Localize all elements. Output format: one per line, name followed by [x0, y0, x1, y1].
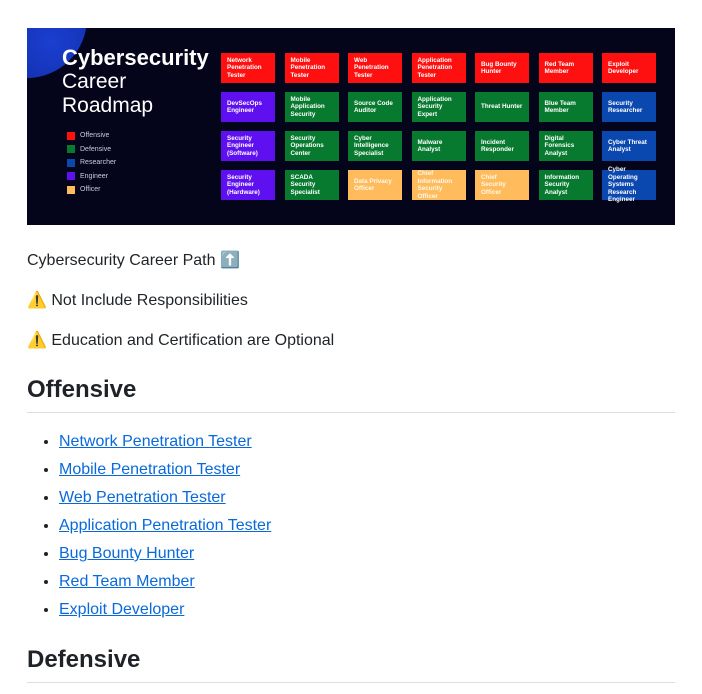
career-tile: Exploit Developer: [602, 53, 656, 83]
heading-offensive: Offensive: [27, 376, 675, 413]
intro-text: Not Include Responsibilities: [51, 292, 248, 309]
list-item: Network Penetration Tester: [59, 428, 271, 456]
career-tile: Chief Information Security Officer: [411, 170, 466, 200]
roadmap-banner-image: Cybersecurity Career Roadmap Offensive De…: [27, 28, 675, 225]
career-tile: Information Security Analyst: [538, 170, 593, 200]
list-item: Exploit Developer: [59, 596, 271, 624]
offensive-list: Network Penetration Tester Mobile Penetra…: [27, 428, 271, 624]
career-tile: Source Code Auditor: [348, 92, 402, 122]
legend-item: Officer: [67, 183, 116, 197]
list-item: Red Team Member: [59, 568, 271, 596]
legend-item: Defensive: [67, 143, 116, 157]
legend-item: Researcher: [67, 156, 116, 170]
career-tile: Web Penetration Tester: [348, 53, 402, 83]
career-tile: Red Team Member: [538, 53, 593, 83]
legend-item: Offensive: [67, 129, 116, 143]
list-item: Web Penetration Tester: [59, 484, 271, 512]
banner-title: Cybersecurity Career Roadmap: [62, 46, 209, 118]
legend-label: Officer: [80, 186, 101, 194]
career-tile: Application Penetration Tester: [411, 53, 466, 83]
banner-title-line2: Career: [62, 70, 127, 93]
career-link[interactable]: Bug Bounty Hunter: [59, 545, 195, 562]
warning-icon: ⚠️: [27, 332, 47, 349]
career-tile: Application Security Expert: [411, 92, 466, 122]
career-tile: Mobile Application Security: [284, 92, 339, 122]
list-item: Application Penetration Tester: [59, 512, 271, 540]
intro-line-3: ⚠️ Education and Certification are Optio…: [27, 330, 334, 350]
readme-content: Cybersecurity Career Roadmap Offensive De…: [27, 28, 675, 683]
career-link[interactable]: Exploit Developer: [59, 601, 185, 618]
career-tile: Mobile Penetration Tester: [284, 53, 339, 83]
career-tile: Cyber Operating Systems Research Enginee…: [602, 166, 656, 203]
career-tile: DevSecOps Engineer: [221, 92, 275, 122]
career-tile: Security Operations Center: [284, 131, 339, 161]
career-tile: Malware Analyst: [411, 131, 466, 161]
career-tile: Cyber Intelligence Specialist: [348, 131, 402, 161]
career-link[interactable]: Web Penetration Tester: [59, 489, 226, 506]
legend-swatch: [67, 131, 75, 140]
legend-swatch: [67, 158, 75, 167]
legend-swatch: [67, 172, 75, 181]
legend-label: Defensive: [80, 145, 112, 153]
intro-line-1: Cybersecurity Career Path ⬆️: [27, 250, 240, 270]
intro-text: Education and Certification are Optional: [51, 332, 335, 349]
banner-title-bold: Cybersecurity: [62, 45, 209, 70]
list-item: Mobile Penetration Tester: [59, 456, 271, 484]
legend-item: Engineer: [67, 170, 116, 184]
career-tiles: Network Penetration Tester Mobile Penetra…: [221, 53, 656, 203]
legend-label: Offensive: [80, 132, 110, 140]
career-tile: Threat Hunter: [475, 92, 529, 122]
intro-text: Cybersecurity Career Path: [27, 252, 216, 269]
career-tile: Chief Security Officer: [475, 170, 529, 200]
career-tile: Security Engineer (Software): [221, 131, 275, 161]
career-tile: Cyber Threat Analyst: [602, 131, 656, 161]
career-link[interactable]: Application Penetration Tester: [59, 517, 272, 534]
career-tile: Security Engineer (Hardware): [221, 170, 275, 200]
list-item: Bug Bounty Hunter: [59, 540, 271, 568]
career-tile: SCADA Security Specialist: [284, 170, 339, 200]
career-tile: Incident Responder: [475, 131, 529, 161]
career-tile: Network Penetration Tester: [221, 53, 275, 83]
career-tile: Digital Forensics Analyst: [538, 131, 593, 161]
career-tile: Data Privacy Officer: [348, 170, 402, 200]
career-link[interactable]: Mobile Penetration Tester: [59, 461, 241, 478]
banner-title-line3: Roadmap: [62, 94, 154, 117]
legend-label: Engineer: [80, 172, 109, 180]
up-arrow-icon: ⬆️: [219, 252, 240, 269]
career-tile: Security Researcher: [602, 92, 656, 122]
legend-swatch: [67, 145, 75, 154]
heading-defensive: Defensive: [27, 646, 675, 683]
legend-swatch: [67, 185, 75, 194]
career-tile: Blue Team Member: [538, 92, 593, 122]
career-link[interactable]: Network Penetration Tester: [59, 433, 252, 450]
banner-legend: Offensive Defensive Researcher Engineer Offi…: [67, 129, 116, 197]
career-tile: Bug Bounty Hunter: [475, 53, 529, 83]
legend-label: Researcher: [80, 159, 117, 167]
career-link[interactable]: Red Team Member: [59, 573, 195, 590]
warning-icon: ⚠️: [27, 292, 47, 309]
intro-line-2: ⚠️ Not Include Responsibilities: [27, 290, 248, 310]
